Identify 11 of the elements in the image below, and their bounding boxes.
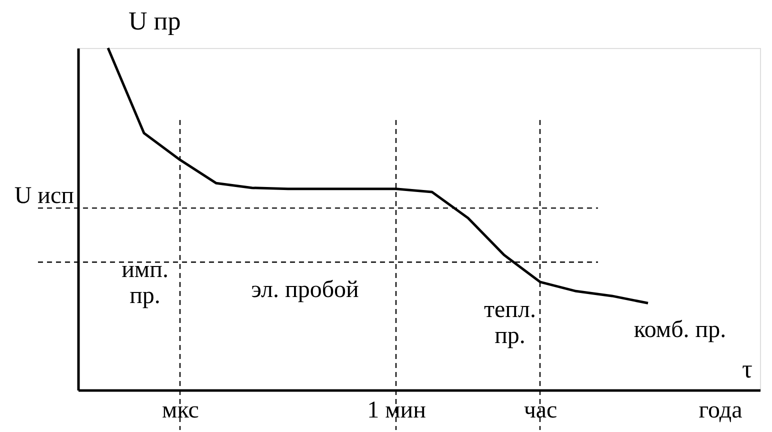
ref-line-label: U исп	[14, 183, 74, 210]
annotation: тепл. пр.	[484, 297, 536, 349]
x-tick-label: мкс	[162, 398, 199, 424]
annotation: эл. пробой	[251, 277, 360, 303]
y-axis-title: U пр	[128, 6, 181, 36]
x-tick-label: 1 мин	[367, 398, 426, 424]
x-tick-label: года	[698, 398, 743, 424]
x-axis-title: τ	[742, 354, 752, 384]
annotation: имп. пр.	[122, 257, 168, 309]
annotation: комб. пр.	[634, 317, 726, 343]
x-tick-label: час	[524, 398, 558, 424]
